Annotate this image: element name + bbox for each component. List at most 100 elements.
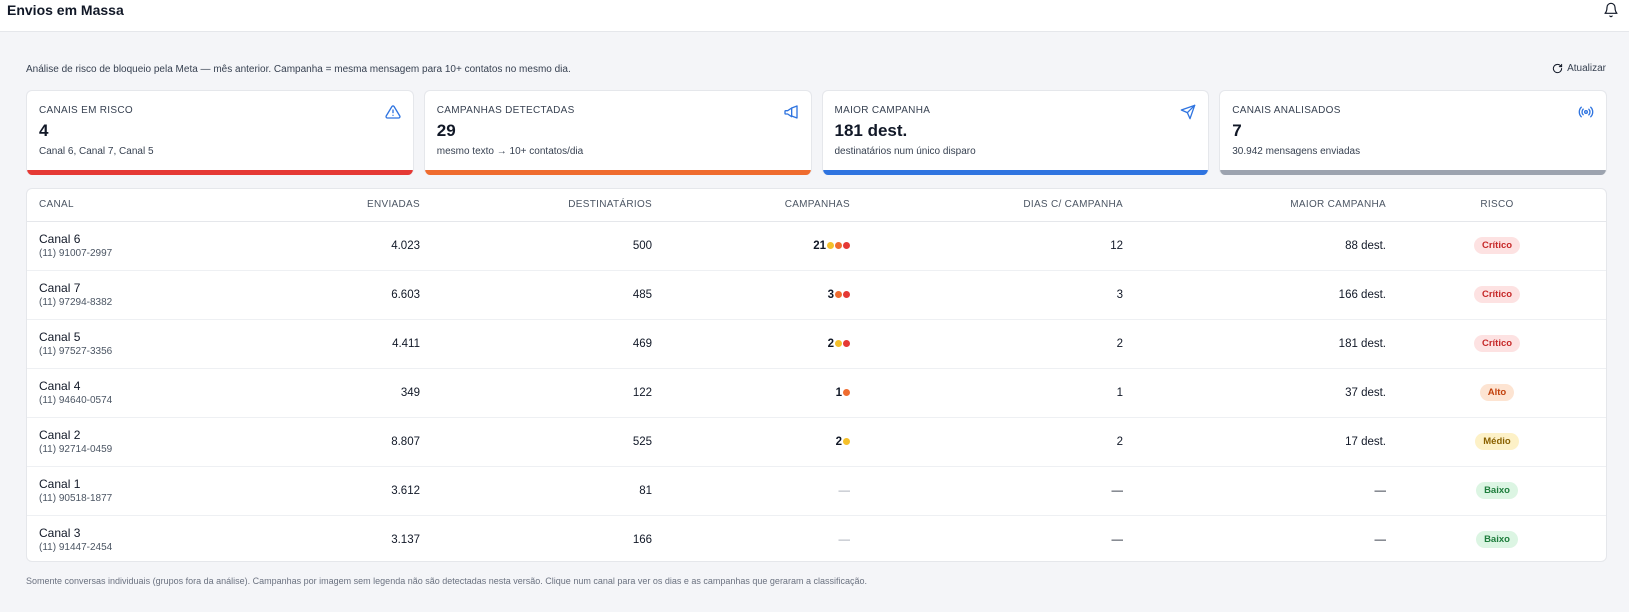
- table-row[interactable]: Canal 2 (11) 92714-0459 8.807 525 2 2 17 dest.…: [27, 417, 1606, 467]
- channel-phone: (11) 91447-2454: [39, 542, 113, 554]
- cell-campaigns: 2: [652, 417, 850, 467]
- channel-name: Canal 2: [39, 428, 81, 442]
- cell-recipients: 500: [420, 221, 652, 271]
- card-campaigns-detected: CAMPANHAS DETECTADAS 29 mesmo texto → 10…: [423, 90, 812, 175]
- cell-sent: 6.603: [239, 270, 420, 320]
- card-channels-at-risk: CANAIS EM RISCO 4 Canal 6, Canal 7, Cana…: [26, 90, 414, 175]
- channel-name: Canal 6: [39, 232, 81, 246]
- cell-risk: Alto: [1386, 368, 1606, 418]
- cell-recipients: 485: [420, 270, 652, 320]
- campaign-dot-yellow: [835, 339, 842, 347]
- refresh-label: Atualizar: [1567, 63, 1606, 74]
- channel-phone: (11) 90518-1877: [39, 493, 113, 504]
- channel-name: Canal 4: [39, 379, 81, 393]
- risk-badge: Baixo: [1476, 531, 1518, 549]
- column-header-campaigns[interactable]: CAMPANHAS: [652, 189, 850, 222]
- card-accent-bar: [822, 170, 1209, 175]
- campaign-count: 2: [827, 337, 834, 350]
- cell-risk: Baixo: [1386, 466, 1606, 516]
- cell-largest-campaign: —: [1374, 533, 1387, 546]
- channel-phone: (11) 94640-0574: [39, 395, 113, 406]
- risk-badge: Crítico: [1473, 286, 1521, 303]
- cell-campaign-days: 1: [850, 368, 1123, 418]
- column-header-campaign-days[interactable]: DIAS C/ CAMPANHA: [850, 189, 1123, 222]
- table-row[interactable]: Canal 3 (11) 91447-2454 3.137 166 — — — Baixo: [27, 515, 1606, 561]
- cell-campaigns: 21: [652, 221, 850, 271]
- channel-name: Canal 1: [39, 477, 81, 491]
- column-header-recipients[interactable]: DESTINATÁRIOS: [420, 189, 652, 222]
- card-accent-bar: [1220, 170, 1606, 175]
- cell-channel: Canal 4 (11) 94640-0574: [27, 368, 239, 418]
- cell-largest-campaign: 181 dest.: [1123, 319, 1386, 369]
- column-header-largest-campaign[interactable]: MAIOR CAMPANHA: [1123, 189, 1386, 222]
- summary-cards: CANAIS EM RISCO 4 Canal 6, Canal 7, Cana…: [26, 90, 1607, 175]
- cell-risk: Médio: [1386, 417, 1606, 467]
- cell-campaigns: —: [652, 515, 851, 561]
- cell-channel: Canal 2 (11) 92714-0459: [27, 417, 239, 467]
- card-label: CANAIS EM RISCO: [39, 105, 133, 116]
- campaign-count: 3: [827, 288, 834, 301]
- risk-badge: Alto: [1479, 384, 1515, 401]
- cell-recipients: 469: [420, 319, 652, 369]
- cell-recipients: 166: [632, 533, 652, 546]
- risk-badge: Crítico: [1473, 237, 1521, 254]
- cell-campaign-days: 3: [850, 270, 1123, 320]
- cell-risk: Baixo: [1386, 515, 1606, 561]
- cell-channel: Canal 6 (11) 91007-2997: [27, 221, 239, 271]
- card-description: destinatários num único disparo: [834, 146, 976, 157]
- cell-recipients: 81: [420, 466, 652, 516]
- cell-channel: Canal 7 (11) 97294-8382: [27, 270, 239, 320]
- cell-campaigns: 3: [652, 270, 850, 320]
- card-description: mesmo texto → 10+ contatos/dia: [436, 146, 584, 157]
- cell-campaigns: 2: [652, 319, 850, 369]
- risk-badge: Crítico: [1473, 335, 1521, 352]
- table-row[interactable]: Canal 5 (11) 97527-3356 4.411 469 2 2 181 dest…: [27, 319, 1606, 369]
- channels-table: CANAL ENVIADAS DESTINATÁRIOS CAMPANHAS D…: [26, 188, 1607, 562]
- cell-channel: Canal 3 (11) 91447-2454: [27, 515, 239, 561]
- cell-risk: Crítico: [1386, 270, 1606, 320]
- cell-largest-campaign: 37 dest.: [1123, 368, 1386, 418]
- campaign-dot-orange: [835, 241, 842, 249]
- risk-badge: Baixo: [1476, 482, 1518, 499]
- card-accent-bar: [424, 170, 811, 175]
- campaign-count: 1: [835, 386, 842, 399]
- cell-largest-campaign: —: [1123, 466, 1386, 516]
- column-header-sent[interactable]: ENVIADAS: [239, 189, 420, 222]
- cell-recipients: 122: [420, 368, 652, 418]
- campaign-count: —: [838, 484, 851, 497]
- megaphone-icon: [783, 105, 798, 119]
- channel-phone: (11) 97294-8382: [39, 297, 113, 308]
- bell-icon[interactable]: [1603, 1, 1619, 19]
- campaign-dot-orange: [843, 388, 850, 396]
- card-label: MAIOR CAMPANHA: [834, 105, 931, 116]
- campaign-count: 2: [835, 435, 842, 448]
- cell-campaign-days: 2: [850, 319, 1123, 369]
- cell-campaign-days: —: [1111, 533, 1124, 546]
- channel-name: Canal 5: [39, 330, 81, 344]
- campaign-dot-yellow: [827, 241, 834, 249]
- table-row[interactable]: Canal 4 (11) 94640-0574 349 122 1 1 37 dest. Al…: [27, 368, 1606, 418]
- column-header-channel[interactable]: CANAL: [27, 189, 239, 222]
- refresh-icon: [1552, 63, 1563, 74]
- campaign-dot-orange: [835, 290, 842, 298]
- table-row[interactable]: Canal 6 (11) 91007-2997 4.023 500 21 12 88 des…: [27, 221, 1606, 271]
- campaign-dot-yellow: [843, 437, 850, 445]
- table-row[interactable]: Canal 7 (11) 97294-8382 6.603 485 3 3 166 dest…: [27, 270, 1606, 320]
- cell-sent: 4.023: [239, 221, 420, 271]
- send-icon: [1180, 104, 1196, 120]
- refresh-button[interactable]: Atualizar: [1552, 63, 1606, 74]
- warning-icon: [385, 105, 401, 119]
- table-row[interactable]: Canal 1 (11) 90518-1877 3.612 81— — — Baixo: [27, 466, 1606, 516]
- broadcast-icon: [1578, 106, 1594, 118]
- cell-campaign-days: 2: [850, 417, 1123, 467]
- cell-sent: 3.612: [239, 466, 420, 516]
- cell-sent: 8.807: [239, 417, 420, 467]
- card-accent-bar: [27, 170, 413, 175]
- cell-sent: 4.411: [239, 319, 420, 369]
- cell-channel: Canal 1 (11) 90518-1877: [27, 466, 239, 516]
- card-label: CAMPANHAS DETECTADAS: [436, 105, 575, 116]
- column-header-risk[interactable]: RISCO: [1386, 189, 1606, 222]
- channel-name: Canal 3: [39, 526, 81, 541]
- cell-recipients: 525: [420, 417, 652, 467]
- cell-risk: Crítico: [1386, 319, 1606, 369]
